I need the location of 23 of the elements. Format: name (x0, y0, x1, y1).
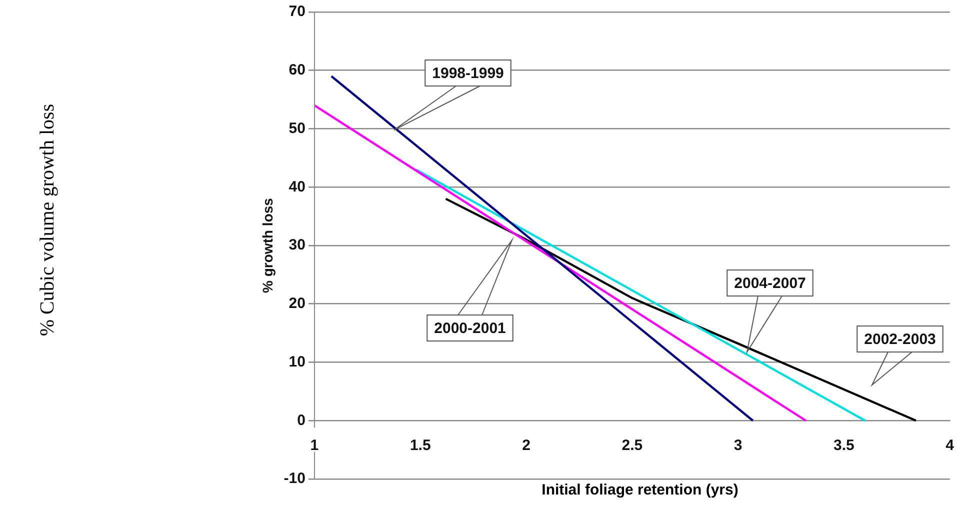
y-tick-label: -10 (284, 470, 306, 488)
x-tick-label: 2 (522, 436, 530, 454)
y-tick-label: 60 (288, 62, 306, 79)
x-tick-label: 3.5 (834, 436, 854, 454)
x-tick-label: 1.5 (410, 436, 431, 454)
annotation: 2002-2003 (864, 331, 936, 348)
y-tick-label: 20 (288, 295, 306, 312)
annotation: 2000-2001 (434, 320, 506, 338)
y-tick-label: 70 (288, 3, 306, 20)
y-tick-label: 0 (297, 412, 306, 429)
text: % Cubic volume growth loss (36, 104, 60, 336)
y-tick-label: 30 (288, 236, 306, 254)
x-axis-title: Initial foliage retention (yrs) (542, 482, 738, 498)
y-tick-label: 40 (288, 178, 306, 196)
x-tick-label: 4 (946, 436, 955, 454)
x-tick-label: 3 (734, 436, 742, 454)
annotation: 1998-1999 (432, 65, 504, 82)
y-tick-label: 50 (288, 120, 306, 137)
y-tick-label: 10 (288, 353, 306, 370)
y-axis-title: % growth loss (259, 198, 276, 293)
x-tick-label: 1 (310, 436, 319, 454)
x-tick-label: 2.5 (622, 436, 643, 454)
annotation: 2004-2007 (734, 275, 806, 292)
